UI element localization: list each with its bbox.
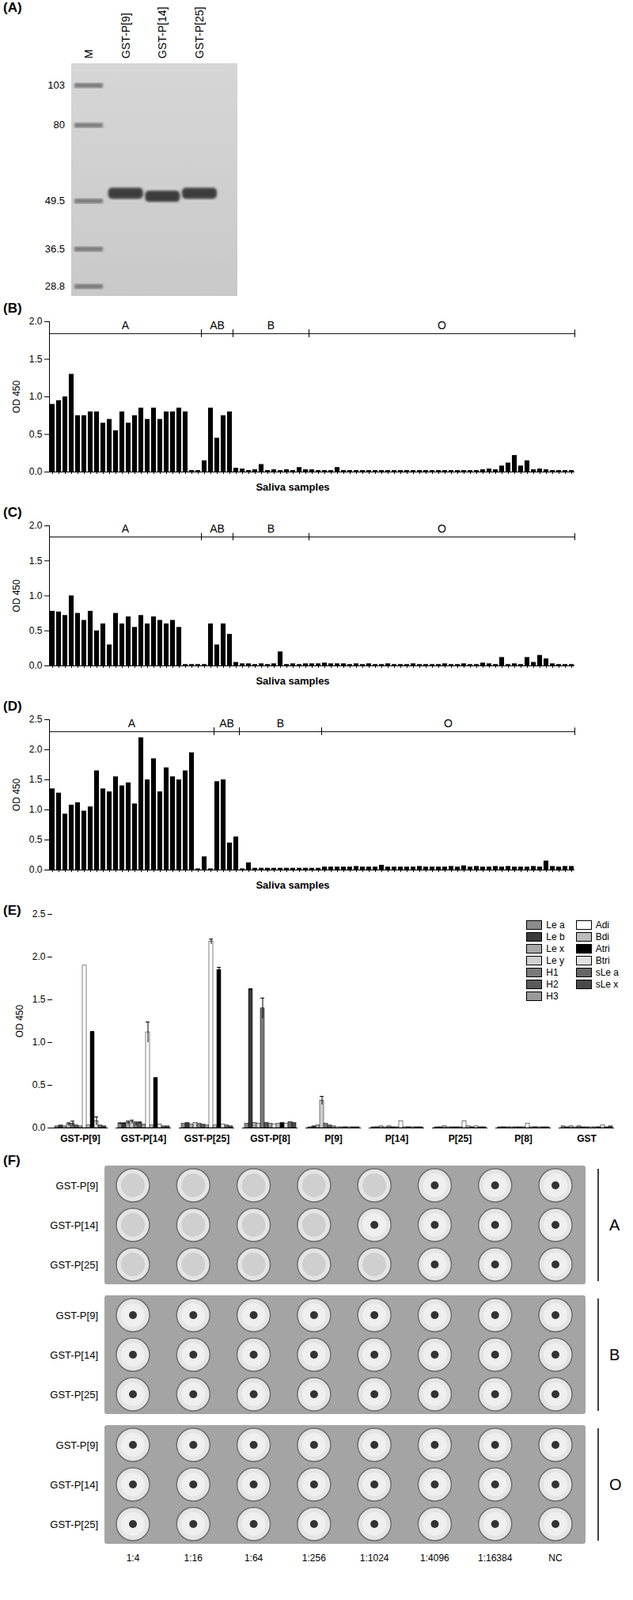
svg-text:GST-P[9]: GST-P[9] xyxy=(56,1179,99,1192)
svg-text:GST-P[14]: GST-P[14] xyxy=(121,1133,167,1145)
svg-text:A: A xyxy=(121,318,130,332)
svg-text:OD 450: OD 450 xyxy=(14,1004,26,1038)
html-text:(D): (D) xyxy=(3,698,22,714)
svg-text:B: B xyxy=(609,1345,620,1364)
svg-text:0.5: 0.5 xyxy=(29,428,43,440)
svg-text:2.0: 2.0 xyxy=(29,743,43,755)
svg-text:OD 450: OD 450 xyxy=(11,579,23,613)
html-text:(B): (B) xyxy=(3,300,22,316)
svg-text:0.5: 0.5 xyxy=(32,1079,46,1091)
svg-text:0.0: 0.0 xyxy=(29,466,43,478)
html-text:(E): (E) xyxy=(3,902,22,918)
svg-text:OD 450: OD 450 xyxy=(11,379,23,414)
html-text:H2: H2 xyxy=(546,978,559,990)
svg-text:1.5: 1.5 xyxy=(29,555,43,567)
html-text:Atri: Atri xyxy=(595,943,610,955)
svg-text:103: 103 xyxy=(47,79,65,91)
html-text:Bdi: Bdi xyxy=(595,931,610,943)
svg-text:1:1024: 1:1024 xyxy=(360,1552,390,1564)
svg-text:OD 450: OD 450 xyxy=(11,777,23,812)
html-text:Le x: Le x xyxy=(546,943,565,955)
svg-text:1.0: 1.0 xyxy=(32,1036,46,1048)
svg-text:P[14]: P[14] xyxy=(385,1133,409,1145)
svg-text:2.0: 2.0 xyxy=(29,315,43,327)
html-text:Saliva samples: Saliva samples xyxy=(255,481,330,493)
svg-text:0.0: 0.0 xyxy=(29,659,43,671)
html-text:Le b: Le b xyxy=(546,931,565,943)
svg-text:GST-P[25]: GST-P[25] xyxy=(49,1258,99,1271)
svg-text:GST-P[9]: GST-P[9] xyxy=(56,1309,99,1322)
svg-text:GST-P[14]: GST-P[14] xyxy=(49,1219,99,1232)
html-text:Saliva samples: Saliva samples xyxy=(255,674,330,687)
svg-text:1.0: 1.0 xyxy=(29,803,43,815)
svg-text:1:256: 1:256 xyxy=(302,1552,326,1564)
html-text:H3: H3 xyxy=(546,990,559,1002)
svg-text:GST-P[9]: GST-P[9] xyxy=(56,1439,99,1452)
svg-text:AB: AB xyxy=(209,522,225,535)
svg-text:A: A xyxy=(121,522,130,535)
html-text:Btri: Btri xyxy=(595,955,610,967)
svg-text:1:16: 1:16 xyxy=(184,1552,204,1564)
html-text:H1: H1 xyxy=(546,966,559,978)
svg-text:0.0: 0.0 xyxy=(29,864,43,876)
html-text:Le y: Le y xyxy=(546,955,565,967)
svg-text:B: B xyxy=(267,318,275,332)
svg-text:1.0: 1.0 xyxy=(29,390,43,402)
svg-text:49.5: 49.5 xyxy=(45,194,65,207)
svg-text:1.5: 1.5 xyxy=(29,353,43,365)
html-text:(A): (A) xyxy=(3,0,22,16)
svg-text:80: 80 xyxy=(53,118,65,131)
svg-text:O: O xyxy=(443,716,453,730)
svg-text:GST-P[9]: GST-P[9] xyxy=(60,1133,101,1145)
svg-text:B: B xyxy=(267,522,275,535)
svg-text:0.5: 0.5 xyxy=(29,625,43,637)
svg-text:1:16384: 1:16384 xyxy=(477,1552,513,1564)
svg-text:2.5: 2.5 xyxy=(29,713,43,725)
svg-text:1:4: 1:4 xyxy=(126,1552,141,1564)
html-text:sLe x: sLe x xyxy=(595,978,619,990)
svg-text:M: M xyxy=(82,49,95,59)
svg-text:GST-P[8]: GST-P[8] xyxy=(250,1133,291,1145)
svg-text:2.0: 2.0 xyxy=(29,519,43,531)
svg-text:AB: AB xyxy=(219,716,235,730)
svg-text:GST-P[9]: GST-P[9] xyxy=(119,12,133,59)
html-text:(C): (C) xyxy=(3,504,22,520)
svg-text:GST-P[14]: GST-P[14] xyxy=(49,1478,99,1491)
svg-text:36.5: 36.5 xyxy=(45,242,65,255)
svg-text:1.5: 1.5 xyxy=(32,993,46,1005)
svg-text:A: A xyxy=(128,716,137,730)
svg-text:B: B xyxy=(276,716,285,730)
svg-text:NC: NC xyxy=(548,1552,563,1564)
svg-text:P[25]: P[25] xyxy=(448,1133,472,1145)
svg-text:GST-P[14]: GST-P[14] xyxy=(49,1349,99,1361)
svg-text:GST-P[25]: GST-P[25] xyxy=(193,7,206,59)
html-text:Saliva samples: Saliva samples xyxy=(255,879,330,891)
svg-text:0.5: 0.5 xyxy=(29,833,43,846)
svg-text:2.5: 2.5 xyxy=(32,908,46,920)
svg-text:2.0: 2.0 xyxy=(32,951,46,963)
svg-text:GST-P[25]: GST-P[25] xyxy=(49,1518,99,1531)
svg-text:AB: AB xyxy=(209,318,225,332)
svg-text:GST: GST xyxy=(576,1133,597,1145)
html-text:Le a: Le a xyxy=(546,919,565,931)
svg-text:28.8: 28.8 xyxy=(45,280,65,292)
html-text:Adi: Adi xyxy=(595,919,610,931)
svg-text:GST-P[25]: GST-P[25] xyxy=(184,1133,230,1145)
svg-text:1.0: 1.0 xyxy=(29,590,43,602)
svg-text:GST-P[25]: GST-P[25] xyxy=(49,1388,99,1401)
svg-text:A: A xyxy=(609,1216,621,1234)
svg-text:0.0: 0.0 xyxy=(32,1121,46,1134)
svg-text:P[9]: P[9] xyxy=(324,1133,343,1145)
svg-text:1:4096: 1:4096 xyxy=(420,1552,450,1564)
svg-text:P[8]: P[8] xyxy=(514,1133,533,1145)
svg-text:1.5: 1.5 xyxy=(29,773,43,785)
html-text:(F): (F) xyxy=(3,1152,21,1168)
svg-text:1:64: 1:64 xyxy=(244,1552,264,1564)
svg-text:O: O xyxy=(609,1475,622,1494)
html-text:sLe a: sLe a xyxy=(595,966,619,978)
svg-text:O: O xyxy=(437,522,447,535)
svg-text:GST-P[14]: GST-P[14] xyxy=(155,7,169,59)
svg-text:O: O xyxy=(437,318,447,332)
